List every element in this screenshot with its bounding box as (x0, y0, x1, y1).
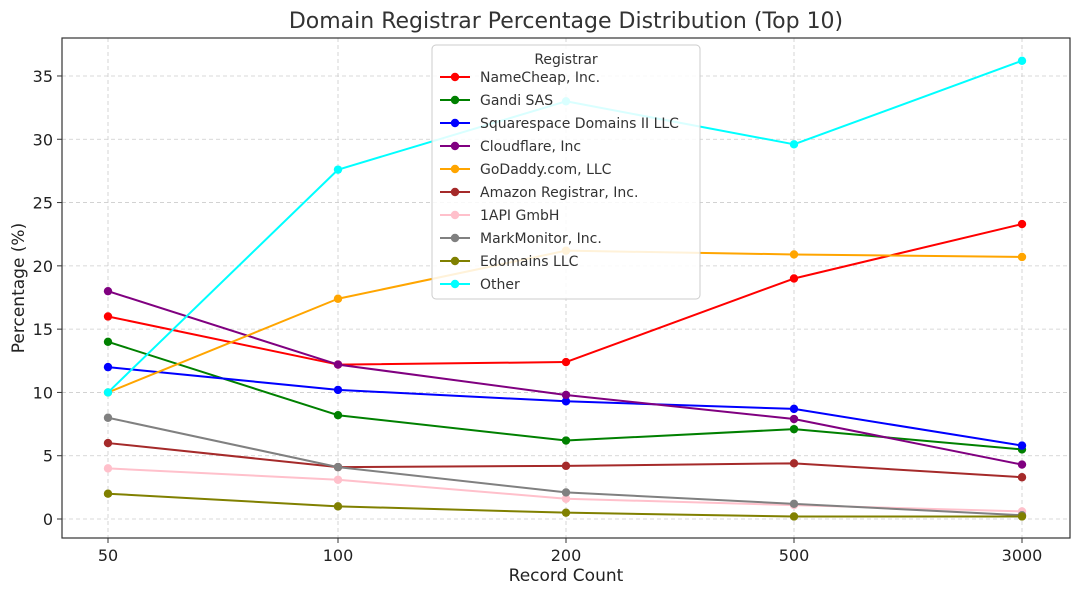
chart-title: Domain Registrar Percentage Distribution… (289, 9, 843, 34)
legend-swatch-marker (450, 256, 460, 266)
legend-item-1api-gmbh: 1API GmbH (440, 208, 559, 224)
x-tick-label: 50 (98, 546, 118, 565)
x-tick-label: 100 (323, 546, 354, 565)
data-point-edomains-llc (561, 508, 571, 517)
data-point-namecheap-inc (1017, 219, 1027, 229)
data-point-squarespace-domains-ii-llc (789, 404, 799, 414)
data-point-amazon-registrar-inc (561, 461, 571, 471)
data-point-other (1017, 56, 1027, 65)
legend-swatch-marker (450, 279, 460, 289)
data-point-1api-gmbh (103, 464, 113, 473)
data-point-markmonitor-inc (789, 499, 799, 509)
legend-item-other: Other (440, 277, 520, 293)
legend-item-gandi-sas: Gandi SAS (440, 93, 553, 109)
data-point-other (333, 165, 343, 174)
x-axis-label: Record Count (509, 566, 624, 586)
legend-item-markmonitor-inc: MarkMonitor, Inc. (440, 231, 602, 247)
series-squarespace-domains-ii-llc (103, 362, 1027, 450)
y-tick-label: 30 (33, 130, 53, 149)
legend-title: Registrar (534, 52, 598, 68)
y-tick-label: 25 (33, 194, 53, 213)
legend-item-namecheap-inc: NameCheap, Inc. (440, 70, 600, 86)
data-point-gandi-sas (103, 337, 113, 346)
legend-label: Squarespace Domains II LLC (480, 116, 679, 132)
series-edomains-llc (103, 489, 1027, 521)
legend-label: Other (480, 277, 520, 293)
y-axis-label: Percentage (%) (9, 223, 29, 353)
plot-frame (61, 37, 1071, 539)
data-point-squarespace-domains-ii-llc (561, 397, 571, 406)
legend-label: Gandi SAS (480, 93, 553, 109)
legend-label: 1API GmbH (480, 208, 559, 224)
data-point-amazon-registrar-inc (103, 438, 113, 448)
x-tick-label: 200 (551, 546, 582, 565)
legend-box (431, 44, 701, 300)
data-point-namecheap-inc (103, 312, 113, 321)
data-point-markmonitor-inc (333, 462, 343, 472)
data-point-squarespace-domains-ii-llc (103, 362, 113, 372)
x-tick-label: 500 (779, 546, 810, 565)
data-point-gandi-sas (789, 424, 799, 434)
data-point-gandi-sas (333, 411, 343, 420)
data-point-1api-gmbh (333, 475, 343, 484)
y-tick-label: 15 (33, 320, 53, 339)
legend-swatch-marker (450, 95, 460, 105)
legend-swatch-marker (450, 210, 460, 220)
legend-label: Edomains LLC (480, 254, 579, 270)
legend-item-cloudflare-inc: Cloudflare, Inc (440, 139, 581, 155)
y-tick-label: 0 (43, 510, 53, 529)
data-point-1api-gmbh (561, 494, 571, 503)
legend-label: Amazon Registrar, Inc. (480, 185, 638, 201)
data-point-gandi-sas (561, 436, 571, 445)
legend-item-edomains-llc: Edomains LLC (440, 254, 579, 270)
data-point-cloudflare-inc (789, 414, 799, 424)
legend-swatch-marker (450, 141, 460, 151)
y-tick-label: 20 (33, 257, 53, 276)
data-point-namecheap-inc (561, 357, 571, 367)
data-point-squarespace-domains-ii-llc (333, 385, 343, 395)
data-point-other (789, 140, 799, 149)
data-point-godaddy-com-llc (789, 250, 799, 259)
legend-label: Cloudflare, Inc (480, 139, 581, 155)
x-tick-label: 3000 (1002, 546, 1043, 565)
data-point-edomains-llc (789, 512, 799, 521)
legend-label: GoDaddy.com, LLC (480, 162, 612, 178)
legend-swatch-marker (450, 233, 460, 243)
data-point-edomains-llc (1017, 512, 1027, 521)
data-point-squarespace-domains-ii-llc (1017, 441, 1027, 450)
data-point-amazon-registrar-inc (789, 459, 799, 468)
data-point-namecheap-inc (789, 274, 799, 283)
data-point-cloudflare-inc (333, 360, 343, 369)
legend-item-squarespace-domains-ii-llc: Squarespace Domains II LLC (440, 116, 679, 132)
y-axis-ticks: 0 5 10 15 20 25 30 35 (33, 67, 62, 529)
y-tick-label: 35 (33, 67, 53, 86)
data-point-markmonitor-inc (561, 488, 571, 497)
series-cloudflare-inc (103, 286, 1027, 469)
series-line-squarespace-domains-ii-llc (107, 366, 1023, 447)
legend-swatch-marker (450, 187, 460, 197)
data-point-other (103, 388, 113, 397)
y-tick-label: 10 (33, 383, 53, 402)
data-point-cloudflare-inc (103, 286, 113, 296)
legend-swatch-marker (450, 164, 460, 174)
data-point-cloudflare-inc (561, 390, 571, 400)
legend-label: NameCheap, Inc. (480, 70, 600, 86)
legend: Registrar NameCheap, Inc. Gandi SAS Square… (431, 44, 701, 300)
data-point-godaddy-com-llc (1017, 252, 1027, 262)
y-tick-label: 5 (43, 447, 53, 466)
legend-label: MarkMonitor, Inc. (480, 231, 602, 247)
series-gandi-sas (103, 337, 1027, 454)
data-point-godaddy-com-llc (333, 294, 343, 303)
data-point-markmonitor-inc (103, 413, 113, 422)
data-point-edomains-llc (333, 502, 343, 511)
legend-swatch-marker (450, 118, 460, 128)
legend-item-godaddy-com-llc: GoDaddy.com, LLC (440, 162, 612, 178)
x-axis-ticks: 50 100 200 500 3000 (98, 538, 1043, 565)
legend-item-amazon-registrar-inc: Amazon Registrar, Inc. (440, 185, 638, 201)
data-point-edomains-llc (103, 489, 113, 498)
data-point-cloudflare-inc (1017, 460, 1027, 469)
legend-swatch-marker (450, 72, 460, 82)
data-point-amazon-registrar-inc (1017, 473, 1027, 482)
